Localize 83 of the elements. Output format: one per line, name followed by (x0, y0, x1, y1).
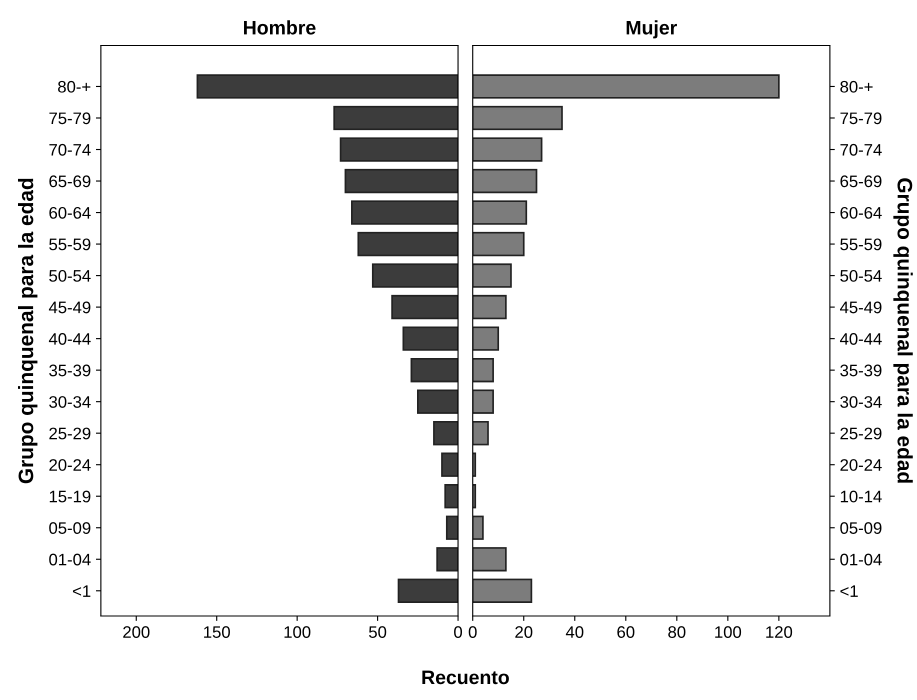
y-tick-label: 45-49 (840, 302, 882, 314)
y-tick-label: 50-54 (840, 270, 882, 282)
bar (472, 232, 525, 256)
y-tick-label: 75-79 (49, 112, 90, 124)
bar (472, 547, 507, 572)
y-tick-label: 70-74 (49, 144, 91, 156)
bar (357, 232, 458, 256)
bar (196, 74, 458, 99)
y-tick-label: 40-44 (48, 333, 91, 345)
y-tick-label: 35-39 (840, 364, 882, 376)
x-tick-label: 0 (454, 626, 462, 638)
y-tick-label: 60-64 (49, 206, 91, 219)
y-tick-label: 30-34 (49, 396, 91, 408)
x-tick-label: 60 (617, 626, 634, 638)
bar (472, 578, 532, 603)
bar (398, 578, 458, 603)
y-tick-label: 01-04 (840, 554, 882, 566)
bar (472, 168, 538, 194)
bar (472, 294, 507, 320)
y-tick-label: 05-09 (49, 522, 90, 534)
y-tick-label: 01-04 (49, 554, 91, 566)
y-tick-label: 55-59 (840, 238, 882, 250)
bar (441, 452, 458, 477)
x-tick-label: 150 (204, 626, 230, 638)
x-tick-label: 80 (668, 626, 686, 638)
bar (472, 358, 494, 382)
y-tick-label: <1 (72, 585, 90, 597)
x-tick-label: 0 (468, 626, 477, 638)
x-tick-label: 40 (566, 626, 584, 638)
y-tick-label: 20-24 (840, 459, 882, 471)
x-tick-label: 50 (368, 626, 386, 638)
y-tick-label: 10-14 (840, 490, 882, 502)
bar (472, 421, 489, 446)
y-axis-title: Grupo quinquenal para la edad (893, 178, 913, 483)
bar (472, 326, 500, 351)
bar (344, 168, 458, 194)
chart-title: Hombre (244, 20, 316, 35)
bar (472, 137, 542, 162)
x-tick-label: 20 (515, 626, 532, 638)
y-tick-label: 80-+ (840, 80, 873, 93)
bar (472, 263, 512, 288)
bar (410, 358, 458, 382)
y-tick-label: <1 (840, 585, 858, 597)
bar (391, 294, 458, 320)
y-tick-label: 05-09 (840, 522, 882, 534)
x-tick-label: 100 (284, 626, 310, 638)
bar (444, 484, 458, 508)
bar (446, 516, 458, 540)
x-axis-title: Recuento (422, 670, 509, 684)
bar (402, 326, 458, 351)
bar (416, 389, 458, 414)
y-tick-label: 45-49 (48, 302, 90, 314)
bar (433, 421, 458, 446)
bar (472, 389, 494, 414)
y-tick-label: 25-29 (49, 428, 90, 440)
y-tick-label: 35-39 (49, 364, 90, 376)
bar (351, 200, 458, 225)
y-tick-label: 40-44 (840, 333, 882, 345)
y-tick-label: 80-+ (58, 80, 90, 93)
bar (372, 263, 458, 288)
y-tick-label: 70-74 (840, 144, 882, 156)
x-tick-label: 120 (766, 626, 792, 638)
y-tick-label: 25-29 (840, 428, 882, 440)
y-tick-label: 30-34 (840, 396, 882, 408)
y-tick-label: 15-19 (50, 490, 90, 502)
chart-title: Mujer (626, 20, 677, 38)
bar (333, 106, 458, 130)
y-tick-label: 65-69 (840, 175, 882, 188)
bar (472, 200, 528, 225)
bar (472, 106, 563, 130)
y-tick-label: 75-79 (840, 112, 882, 124)
y-tick-label: 50-54 (49, 270, 91, 282)
x-tick-label: 200 (123, 626, 150, 638)
bar (340, 137, 458, 162)
y-tick-label: 60-64 (840, 206, 882, 219)
y-tick-label: 55-59 (49, 238, 90, 250)
bar (472, 74, 780, 99)
bar (472, 516, 484, 540)
y-tick-label: 65-69 (49, 175, 90, 188)
bar (436, 547, 458, 572)
y-axis-title: Grupo quinquenal para la edad (18, 178, 38, 484)
x-tick-label: 100 (715, 626, 742, 638)
y-tick-label: 20-24 (49, 459, 91, 471)
